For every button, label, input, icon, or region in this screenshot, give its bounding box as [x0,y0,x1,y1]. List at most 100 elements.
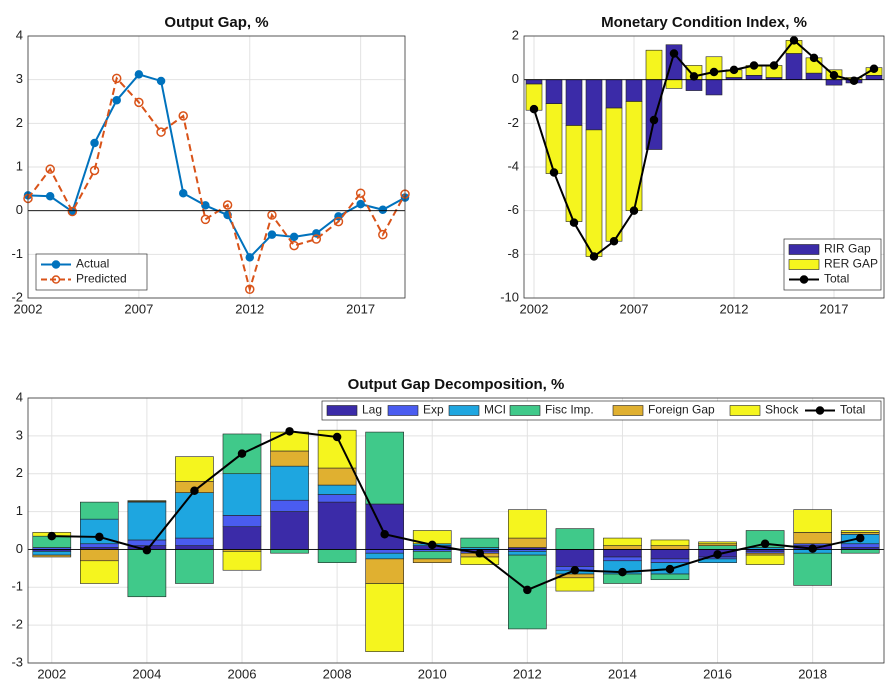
x-tick-label: 2007 [620,301,649,316]
data-point [289,240,299,251]
bar-segment [317,467,357,486]
legend-label: Lag [362,403,382,417]
y-tick-label: 2 [16,115,23,130]
legend-swatch-marker [815,406,825,415]
data-point [356,199,365,209]
y-tick-label: -1 [11,246,23,261]
subplot: Monetary Condition Index, % -10 -8 -6 -4 -2 0 2… [500,14,885,316]
bar-segment [317,494,357,503]
legend-label: Shock [765,403,799,417]
x-tick-label: 2017 [820,301,849,316]
bar-segment [745,554,785,565]
y-tick-label: 0 [512,71,519,86]
legend-swatch [729,405,761,416]
y-tick-label: -1 [11,579,23,594]
bar-segment [127,549,167,598]
bar-segment [365,558,404,584]
bar-segment [603,545,642,550]
y-tick-label: -3 [11,654,23,669]
data-point [355,188,366,198]
bar-segment [840,543,880,548]
bar-segment [365,503,404,550]
x-tick-label: 2008 [323,666,352,681]
data-point [589,252,599,261]
y-tick-label: 4 [16,27,23,42]
bar-segment [555,549,595,567]
data-point [45,192,55,201]
data-point [178,111,188,121]
legend-label: Exp [423,403,444,417]
bar-segment [745,75,763,80]
bar-segment [127,539,167,546]
subplot: Output Gap, % -2 -1 0 1 2 3 4 2002 2007 2012 2017 Ac… [11,14,410,316]
axes-box [27,397,885,664]
data-point [222,200,233,210]
legend-label: Total [840,403,865,417]
bar-segment [127,500,167,502]
bar-segment [605,107,623,242]
x-tick-label: 2018 [798,666,827,681]
data-point [378,229,388,240]
y-tick-label: -2 [507,115,519,130]
data-point [156,76,166,86]
bar-segment [555,528,595,550]
bar-segment [80,543,119,548]
bar-segment [585,129,603,257]
x-tick-label: 2017 [346,301,375,316]
bar-segment [270,511,309,550]
axes-box [27,35,406,299]
bar-segment [585,79,603,131]
data-point [808,544,817,553]
bar-segment [525,79,543,85]
legend-swatch [326,405,358,416]
data-point [201,201,210,210]
legend-label: Fisc Imp. [545,403,594,417]
bar-segment [365,431,404,505]
data-point [245,253,255,262]
x-tick-label: 2007 [124,301,153,316]
plot-area [28,398,884,663]
y-tick-label: -4 [507,158,519,173]
bar-segment [508,509,547,539]
x-tick-label: 2002 [37,666,66,681]
bar-segment [222,551,262,571]
legend-swatch-marker [799,275,809,284]
data-point [267,230,277,239]
data-point [849,76,859,86]
series-line [533,38,875,258]
bar-segment [317,501,357,550]
x-tick-label: 2016 [703,666,732,681]
legend-box [35,253,148,291]
legend-swatch [387,405,419,416]
bar-segment [840,530,880,533]
legend-swatch [612,405,644,416]
data-point [142,545,152,555]
bar-segment [825,79,843,86]
data-point [809,53,819,63]
bar-segment [545,103,563,174]
subplot: Output Gap Decomposition, % -3 -2 -1 0 1 2 3 4 20… [11,376,885,681]
data-point [311,234,322,244]
y-tick-label: -6 [507,202,519,217]
bar-segment [840,549,880,554]
bar-segment [650,573,690,581]
bar-segment [650,539,690,546]
y-tick-label: 3 [16,427,23,442]
bar-segment [555,577,595,592]
legend-label: Predicted [76,272,127,286]
data-point [713,550,722,559]
bar-segment [650,549,690,560]
bar-segment [317,484,357,495]
data-point [156,127,166,137]
bar-segment [785,53,803,80]
bar-segment [698,541,737,545]
legend-label: Total [824,272,849,286]
data-point [47,531,57,541]
bar-segment [222,526,262,550]
x-tick-label: 2012 [235,301,264,316]
data-point [760,539,770,548]
y-tick-label: 2 [512,27,519,42]
bar-segment [270,465,309,501]
